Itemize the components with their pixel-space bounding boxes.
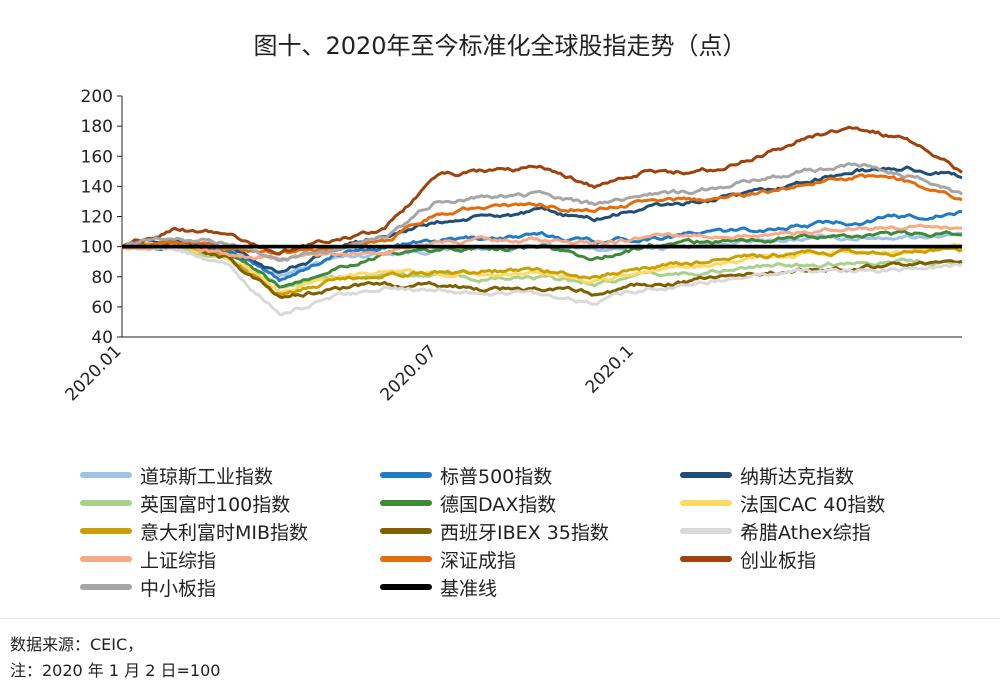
legend-label: 西班牙IBEX 35指数 — [440, 521, 609, 544]
series-line — [121, 209, 963, 282]
legend-label: 意大利富时MIB指数 — [140, 521, 309, 544]
legend-label: 英国富时100指数 — [140, 493, 291, 516]
legend-item: 希腊Athex综指 — [680, 518, 871, 544]
legend-item: 西班牙IBEX 35指数 — [380, 518, 609, 544]
footer-notes: 数据来源：CEIC， 注：2020 年 1 月 2 日=100 — [0, 618, 1000, 680]
legend-item: 法国CAC 40指数 — [680, 490, 885, 516]
series-line — [121, 162, 964, 263]
legend-swatch — [380, 500, 432, 506]
legend-label: 中小板指 — [140, 577, 217, 600]
legend-item: 德国DAX指数 — [380, 490, 556, 516]
series-line — [121, 223, 962, 263]
legend-item: 标普500指数 — [380, 462, 552, 488]
legend-swatch — [380, 556, 432, 562]
y-tick-label: 120 — [81, 208, 113, 228]
series-line — [121, 173, 963, 255]
y-tick-label: 180 — [81, 117, 113, 137]
legend-label: 德国DAX指数 — [440, 493, 557, 516]
legend-swatch — [80, 584, 132, 590]
legend-item: 上证综指 — [80, 546, 216, 572]
series-line — [121, 242, 963, 317]
legend-swatch — [380, 472, 432, 478]
legend-swatch — [680, 500, 732, 506]
legend-label: 基准线 — [440, 577, 498, 600]
legend-swatch — [680, 556, 732, 562]
x-tick-label: 2020.01 — [62, 341, 126, 405]
legend-label: 希腊Athex综指 — [740, 521, 871, 544]
legend-swatch — [80, 528, 132, 534]
legend-label: 上证综指 — [140, 549, 217, 572]
legend-label: 深证成指 — [440, 549, 517, 572]
y-tick-label: 200 — [81, 87, 113, 107]
y-tick-label: 140 — [81, 177, 113, 197]
legend-item: 道琼斯工业指数 — [80, 462, 273, 488]
legend-label: 创业板指 — [740, 549, 817, 572]
legend-item: 意大利富时MIB指数 — [80, 518, 308, 544]
y-tick-label: 80 — [91, 268, 113, 288]
legend-item: 深证成指 — [380, 546, 516, 572]
y-tick-label: 160 — [81, 147, 113, 167]
legend-swatch — [680, 528, 732, 534]
y-tick-label: 40 — [91, 328, 113, 348]
legend-swatch — [80, 500, 132, 506]
legend-item: 纳斯达克指数 — [680, 462, 854, 488]
base-note: 注：2020 年 1 月 2 日=100 — [10, 661, 221, 680]
legend-swatch — [380, 584, 432, 590]
chart-title: 图十、2020年至今标准化全球股指走势（点） — [253, 32, 747, 60]
source-note: 数据来源：CEIC， — [10, 635, 144, 654]
legend-item: 中小板指 — [80, 574, 216, 600]
legend-label: 标普500指数 — [440, 465, 553, 488]
y-tick-label: 100 — [81, 238, 113, 258]
legend-item: 创业板指 — [680, 546, 816, 572]
legend-swatch — [80, 472, 132, 478]
legend-item: 基准线 — [380, 574, 497, 600]
legend-label: 道琼斯工业指数 — [140, 465, 274, 488]
y-tick-label: 60 — [91, 298, 113, 318]
legend-swatch — [80, 556, 132, 562]
legend-label: 法国CAC 40指数 — [740, 493, 886, 516]
legend-item: 英国富时100指数 — [80, 490, 290, 516]
legend-swatch — [380, 528, 432, 534]
x-tick-label: 2020.1 — [582, 341, 638, 397]
series-line — [121, 165, 963, 274]
legend-swatch — [680, 472, 732, 478]
x-tick-label: 2020.07 — [377, 341, 441, 405]
legend-label: 纳斯达克指数 — [740, 465, 855, 488]
